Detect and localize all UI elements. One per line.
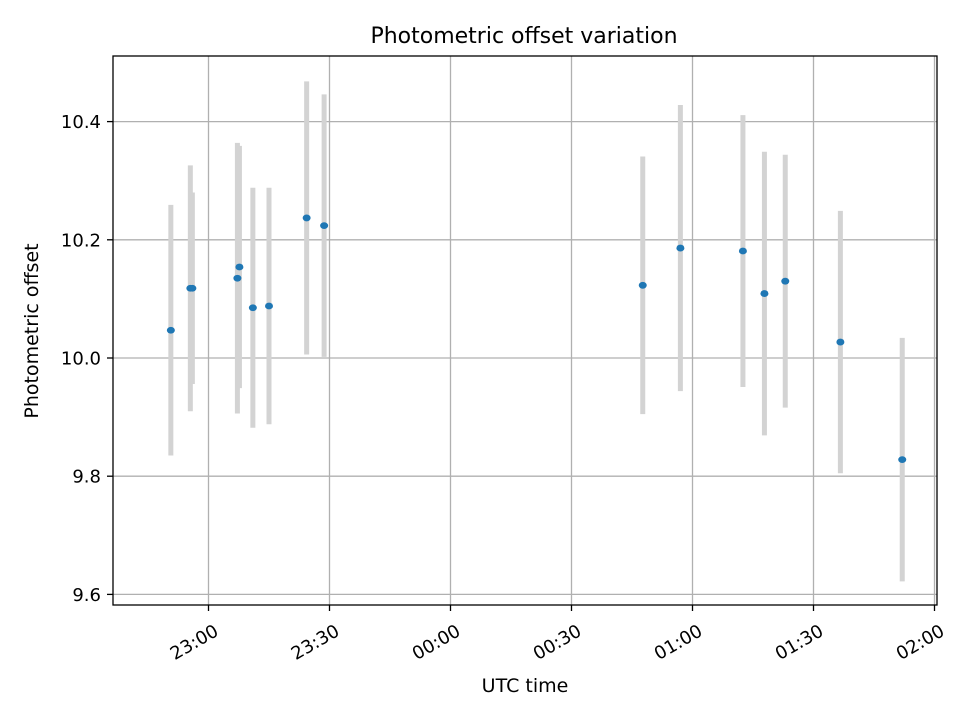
data-point: [760, 290, 769, 297]
y-tick-label: 9.8: [72, 467, 101, 488]
data-point: [898, 456, 907, 464]
chart-title: Photometric offset variation: [370, 24, 677, 49]
x-axis-label: UTC time: [482, 675, 569, 697]
data-point: [781, 277, 790, 285]
y-tick-label: 9.6: [72, 585, 101, 606]
data-point: [302, 214, 311, 222]
data-point: [166, 326, 175, 334]
data-point: [188, 284, 197, 292]
data-point: [235, 263, 244, 271]
data-point: [265, 302, 273, 310]
y-tick-label: 10.2: [61, 230, 101, 251]
data-point: [836, 338, 845, 346]
data-point: [638, 281, 647, 289]
data-points: [166, 214, 907, 464]
data-point: [676, 244, 685, 252]
data-point: [320, 222, 329, 230]
data-point: [738, 247, 747, 255]
plot-area-frame: [112, 55, 938, 606]
y-axis: 9.6 9.8 10.0 10.2 10.4: [61, 112, 113, 606]
y-tick-label: 10.0: [61, 349, 101, 370]
grid: [113, 56, 937, 605]
y-tick-label: 10.4: [61, 112, 101, 133]
y-axis-label: Photometric offset: [21, 243, 43, 418]
data-point: [248, 304, 257, 312]
data-point: [233, 274, 242, 282]
